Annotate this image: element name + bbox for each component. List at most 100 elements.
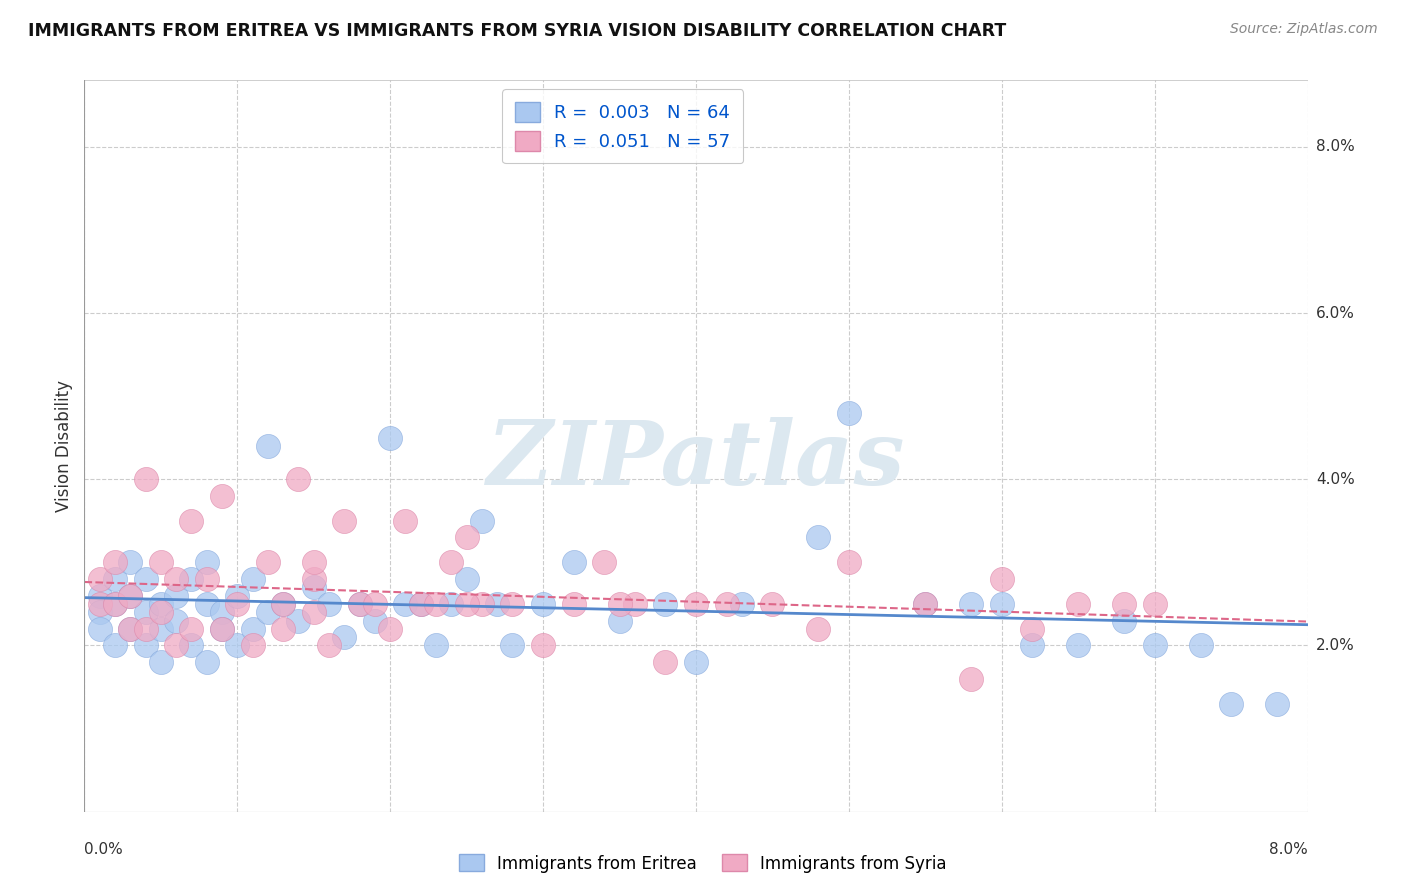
Immigrants from Syria bbox=[991, 572, 1014, 586]
Immigrants from Eritrea bbox=[838, 406, 860, 420]
Immigrants from Eritrea bbox=[394, 597, 416, 611]
Immigrants from Syria bbox=[149, 605, 172, 619]
Immigrants from Syria bbox=[380, 622, 402, 636]
Immigrants from Eritrea bbox=[149, 622, 172, 636]
Immigrants from Syria bbox=[271, 597, 294, 611]
Immigrants from Eritrea bbox=[1265, 697, 1288, 711]
Immigrants from Syria bbox=[914, 597, 936, 611]
Immigrants from Syria bbox=[562, 597, 585, 611]
Immigrants from Syria bbox=[318, 639, 340, 653]
Immigrants from Eritrea bbox=[562, 555, 585, 569]
Immigrants from Eritrea bbox=[120, 555, 142, 569]
Immigrants from Eritrea bbox=[226, 639, 249, 653]
Immigrants from Syria bbox=[502, 597, 524, 611]
Immigrants from Syria bbox=[349, 597, 371, 611]
Immigrants from Eritrea bbox=[271, 597, 294, 611]
Immigrants from Syria bbox=[89, 597, 111, 611]
Text: 6.0%: 6.0% bbox=[1316, 306, 1355, 320]
Text: 0.0%: 0.0% bbox=[84, 842, 124, 857]
Immigrants from Eritrea bbox=[242, 572, 264, 586]
Immigrants from Syria bbox=[409, 597, 432, 611]
Immigrants from Syria bbox=[257, 555, 280, 569]
Immigrants from Syria bbox=[425, 597, 447, 611]
Text: ZIPatlas: ZIPatlas bbox=[488, 417, 904, 504]
Immigrants from Eritrea bbox=[302, 580, 325, 594]
Immigrants from Syria bbox=[271, 622, 294, 636]
Immigrants from Eritrea bbox=[180, 572, 202, 586]
Immigrants from Eritrea bbox=[486, 597, 509, 611]
Immigrants from Eritrea bbox=[120, 589, 142, 603]
Immigrants from Eritrea bbox=[807, 530, 830, 544]
Immigrants from Syria bbox=[456, 597, 478, 611]
Immigrants from Eritrea bbox=[456, 572, 478, 586]
Immigrants from Eritrea bbox=[1220, 697, 1243, 711]
Immigrants from Eritrea bbox=[135, 572, 157, 586]
Immigrants from Syria bbox=[394, 514, 416, 528]
Immigrants from Eritrea bbox=[195, 555, 218, 569]
Immigrants from Eritrea bbox=[318, 597, 340, 611]
Immigrants from Syria bbox=[440, 555, 463, 569]
Immigrants from Eritrea bbox=[149, 655, 172, 669]
Immigrants from Eritrea bbox=[349, 597, 371, 611]
Text: 2.0%: 2.0% bbox=[1316, 638, 1354, 653]
Immigrants from Syria bbox=[211, 622, 233, 636]
Immigrants from Eritrea bbox=[104, 597, 127, 611]
Immigrants from Syria bbox=[165, 639, 187, 653]
Immigrants from Eritrea bbox=[257, 439, 280, 453]
Immigrants from Syria bbox=[226, 597, 249, 611]
Text: Source: ZipAtlas.com: Source: ZipAtlas.com bbox=[1230, 22, 1378, 37]
Immigrants from Eritrea bbox=[195, 597, 218, 611]
Text: 4.0%: 4.0% bbox=[1316, 472, 1354, 487]
Text: 8.0%: 8.0% bbox=[1316, 139, 1354, 154]
Immigrants from Syria bbox=[104, 597, 127, 611]
Immigrants from Syria bbox=[654, 655, 676, 669]
Immigrants from Eritrea bbox=[195, 655, 218, 669]
Immigrants from Eritrea bbox=[364, 614, 387, 628]
Immigrants from Eritrea bbox=[104, 639, 127, 653]
Immigrants from Eritrea bbox=[654, 597, 676, 611]
Immigrants from Syria bbox=[120, 589, 142, 603]
Immigrants from Eritrea bbox=[531, 597, 554, 611]
Immigrants from Eritrea bbox=[471, 514, 494, 528]
Immigrants from Syria bbox=[180, 622, 202, 636]
Text: IMMIGRANTS FROM ERITREA VS IMMIGRANTS FROM SYRIA VISION DISABILITY CORRELATION C: IMMIGRANTS FROM ERITREA VS IMMIGRANTS FR… bbox=[28, 22, 1007, 40]
Immigrants from Syria bbox=[960, 672, 983, 686]
Immigrants from Syria bbox=[302, 605, 325, 619]
Immigrants from Eritrea bbox=[685, 655, 707, 669]
Immigrants from Eritrea bbox=[165, 589, 187, 603]
Immigrants from Syria bbox=[471, 597, 494, 611]
Immigrants from Eritrea bbox=[333, 630, 356, 644]
Immigrants from Eritrea bbox=[165, 614, 187, 628]
Immigrants from Syria bbox=[242, 639, 264, 653]
Immigrants from Eritrea bbox=[211, 622, 233, 636]
Legend: Immigrants from Eritrea, Immigrants from Syria: Immigrants from Eritrea, Immigrants from… bbox=[453, 847, 953, 880]
Immigrants from Syria bbox=[180, 514, 202, 528]
Immigrants from Eritrea bbox=[960, 597, 983, 611]
Immigrants from Syria bbox=[302, 555, 325, 569]
Immigrants from Eritrea bbox=[135, 605, 157, 619]
Immigrants from Syria bbox=[1143, 597, 1166, 611]
Y-axis label: Vision Disability: Vision Disability bbox=[55, 380, 73, 512]
Immigrants from Eritrea bbox=[1021, 639, 1043, 653]
Immigrants from Syria bbox=[120, 622, 142, 636]
Immigrants from Eritrea bbox=[89, 605, 111, 619]
Immigrants from Eritrea bbox=[135, 639, 157, 653]
Immigrants from Syria bbox=[807, 622, 830, 636]
Immigrants from Eritrea bbox=[425, 639, 447, 653]
Immigrants from Syria bbox=[165, 572, 187, 586]
Immigrants from Eritrea bbox=[242, 622, 264, 636]
Immigrants from Eritrea bbox=[287, 614, 309, 628]
Immigrants from Eritrea bbox=[409, 597, 432, 611]
Text: 8.0%: 8.0% bbox=[1268, 842, 1308, 857]
Immigrants from Eritrea bbox=[1189, 639, 1212, 653]
Immigrants from Eritrea bbox=[380, 431, 402, 445]
Immigrants from Eritrea bbox=[1143, 639, 1166, 653]
Immigrants from Eritrea bbox=[1114, 614, 1136, 628]
Immigrants from Eritrea bbox=[502, 639, 524, 653]
Legend: R =  0.003   N = 64, R =  0.051   N = 57: R = 0.003 N = 64, R = 0.051 N = 57 bbox=[502, 89, 744, 163]
Immigrants from Eritrea bbox=[1067, 639, 1090, 653]
Immigrants from Syria bbox=[211, 489, 233, 503]
Immigrants from Eritrea bbox=[211, 605, 233, 619]
Immigrants from Eritrea bbox=[914, 597, 936, 611]
Immigrants from Eritrea bbox=[440, 597, 463, 611]
